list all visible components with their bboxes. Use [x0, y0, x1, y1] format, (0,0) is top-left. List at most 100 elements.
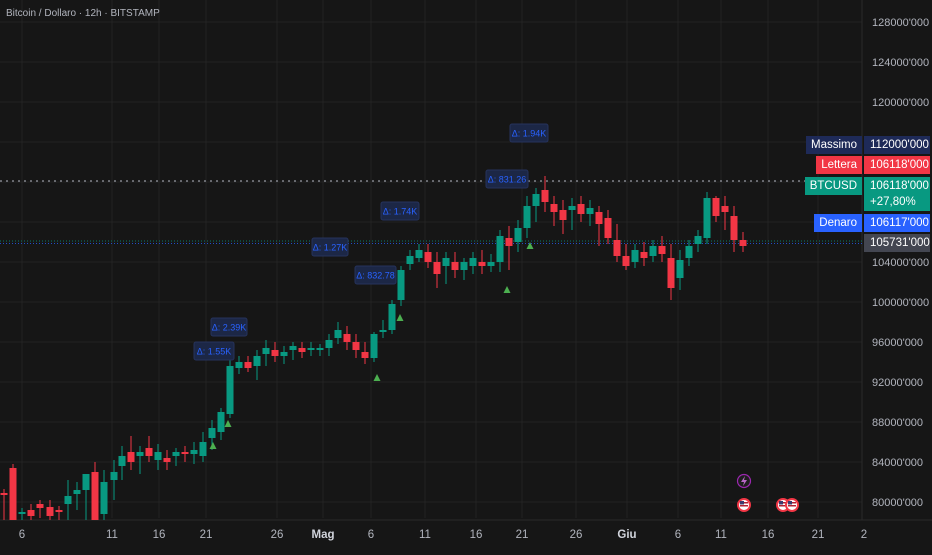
high-tag-value: 112000'000 [864, 136, 930, 154]
candle-body [649, 246, 657, 256]
candle-body [172, 452, 180, 456]
candle-body [82, 474, 90, 490]
time-tick-label: 21 [516, 529, 529, 541]
candle-down [721, 196, 729, 230]
candle-body [685, 246, 693, 258]
candle-up [172, 448, 180, 466]
candle-up [676, 250, 684, 290]
candle-down [0, 489, 8, 520]
candle-down [550, 196, 558, 226]
candle-body [676, 260, 684, 278]
candle-up [514, 220, 522, 252]
candle-up [631, 244, 639, 268]
economic-events [736, 473, 799, 512]
time-tick-label: 26 [271, 529, 284, 541]
flag-stripe [788, 505, 796, 507]
delta-annotation[interactable]: Δ: 2.39K [210, 317, 248, 337]
delta-annotation-text: Δ: 832.78 [356, 271, 395, 281]
candle-body [55, 510, 63, 512]
candle-down [622, 244, 630, 270]
price-tick-label: 84000'000 [872, 457, 923, 469]
candle-body [667, 258, 675, 288]
buy-signal-marker [209, 442, 217, 449]
delta-annotation-box [354, 265, 397, 285]
candle-body [379, 330, 387, 332]
candle-down [271, 342, 279, 362]
delta-annotation-text: Δ: 1.27K [313, 243, 348, 253]
price-tick-label: 104000'000 [872, 257, 929, 269]
price-axis: 128000'000124000'000120000'000116000'000… [872, 17, 929, 509]
time-tick-label: Mag [312, 529, 335, 541]
candle-down [712, 196, 720, 222]
candle-body [199, 442, 207, 456]
candle-body [739, 240, 747, 246]
candle-body [460, 262, 468, 270]
candle-body [181, 452, 189, 454]
candle-body [280, 352, 288, 356]
candle-down [91, 462, 99, 520]
candle-body [154, 452, 162, 460]
delta-annotation[interactable]: Δ: 1.27K [311, 237, 349, 257]
candle-body [100, 482, 108, 514]
symbol-tag-value: 106118'000 [864, 177, 930, 194]
candle-down [298, 342, 306, 358]
candle-up [190, 442, 198, 464]
delta-annotation[interactable]: Δ: 1.94K [509, 123, 549, 143]
candle-down [127, 436, 135, 470]
candle-up [487, 254, 495, 272]
flag-stripe [740, 505, 748, 507]
price-tick-label: 120000'000 [872, 97, 929, 109]
delta-annotation[interactable]: Δ: 1.74K [380, 201, 420, 221]
candle-body [487, 262, 495, 266]
candle-body [406, 256, 414, 264]
buy-signal-marker [224, 420, 232, 427]
candle-down [433, 252, 441, 288]
candle-up [307, 342, 315, 356]
time-tick-label: 6 [675, 529, 681, 541]
candle-down [451, 252, 459, 278]
candle-down [181, 446, 189, 462]
us-flag-icon[interactable] [737, 498, 751, 512]
candle-up [370, 332, 378, 362]
time-tick-label: 16 [153, 529, 166, 541]
candle-down [27, 504, 35, 520]
candle-body [631, 250, 639, 262]
time-tick-label: 11 [715, 529, 727, 541]
candle-down [55, 506, 63, 520]
candle-body [622, 256, 630, 266]
delta-annotation[interactable]: Δ: 1.55K [193, 341, 235, 361]
candle-body [415, 250, 423, 258]
ask-tag-label: Lettera [816, 156, 862, 174]
us-flag-icon[interactable] [785, 498, 799, 512]
candle-up [110, 460, 118, 500]
candle-up [118, 446, 126, 480]
candle-down [541, 176, 549, 212]
delta-annotation-box [509, 123, 549, 143]
lightning-icon[interactable] [736, 473, 752, 489]
candle-body [352, 342, 360, 350]
flag-canton [779, 501, 783, 505]
time-tick-label: 16 [470, 529, 483, 541]
time-tick-label: Giu [617, 529, 636, 541]
candle-up [532, 188, 540, 222]
time-tick-label: 6 [19, 529, 25, 541]
candle-up [217, 408, 225, 440]
candle-down [559, 200, 567, 234]
flag-stripe [779, 505, 787, 507]
candle-up [334, 322, 342, 344]
signal-markers [209, 242, 534, 449]
candle-body [370, 334, 378, 358]
candle-up [496, 230, 504, 272]
candle-up [406, 250, 414, 270]
candle-body [325, 340, 333, 348]
candle-body [433, 262, 441, 274]
time-tick-label: 26 [570, 529, 583, 541]
delta-annotation[interactable]: Δ: 832.78 [354, 265, 397, 285]
candle-down [613, 224, 621, 262]
candle-down [352, 334, 360, 358]
delta-annotation-box [380, 201, 420, 221]
candle-up [235, 356, 243, 374]
delta-annotation[interactable]: Δ: 831.26 [485, 169, 529, 189]
candle-up [586, 200, 594, 226]
